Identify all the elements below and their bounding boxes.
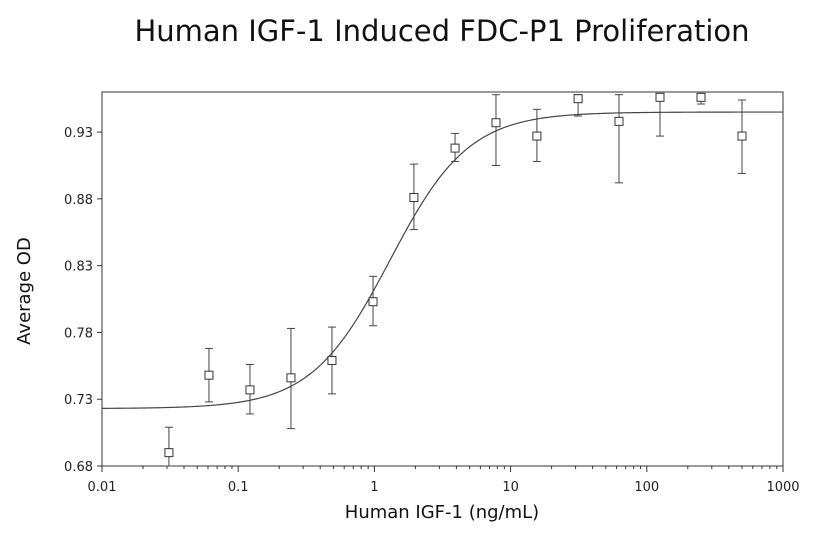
data-point	[573, 94, 583, 104]
data-point	[204, 370, 214, 380]
y-tick-label: 0.93	[64, 126, 93, 141]
fitted-curve	[101, 111, 783, 409]
data-point	[245, 385, 255, 395]
data-point	[164, 448, 174, 458]
data-point	[696, 92, 706, 102]
data-point	[409, 193, 419, 203]
data-point	[737, 131, 747, 141]
x-tick-label: 0.1	[228, 480, 249, 495]
plot-frame	[101, 91, 784, 467]
data-point	[532, 131, 542, 141]
data-point	[655, 92, 665, 102]
data-point	[368, 297, 378, 307]
data-point	[286, 373, 296, 383]
x-axis-label: Human IGF-1 (ng/mL)	[345, 502, 539, 523]
data-point	[491, 118, 501, 128]
y-tick-label: 0.73	[64, 393, 93, 408]
y-tick-label: 0.88	[64, 193, 93, 208]
data-point	[450, 143, 460, 153]
x-tick-label: 100	[634, 480, 659, 495]
x-tick-label: 1	[370, 480, 378, 495]
y-tick-label: 0.68	[64, 460, 93, 475]
y-axis-label: Average OD	[14, 237, 35, 345]
x-tick-label: 0.01	[88, 480, 117, 495]
x-tick-label: 10	[502, 480, 519, 495]
y-tick-label: 0.78	[64, 326, 93, 341]
data-point	[327, 355, 337, 365]
x-tick-label: 1000	[766, 480, 799, 495]
data-point	[614, 116, 624, 126]
y-tick-label: 0.83	[64, 260, 93, 275]
chart-title: Human IGF-1 Induced FDC-P1 Proliferation	[134, 14, 750, 48]
